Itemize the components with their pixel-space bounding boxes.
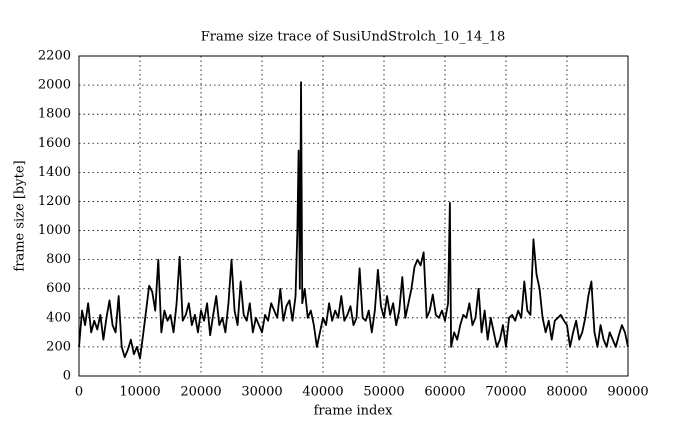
y-tick-label: 200 bbox=[46, 339, 71, 354]
y-tick-label: 0 bbox=[63, 369, 71, 384]
x-tick-label: 90000 bbox=[607, 385, 648, 400]
x-tick-label: 0 bbox=[75, 385, 83, 400]
y-tick-label: 1200 bbox=[38, 194, 71, 209]
y-tick-label: 2200 bbox=[38, 49, 71, 64]
x-tick-label: 40000 bbox=[302, 385, 343, 400]
x-tick-label: 50000 bbox=[363, 385, 404, 400]
x-tick-label: 80000 bbox=[546, 385, 587, 400]
plot-frame bbox=[78, 55, 629, 377]
x-tick-label: 30000 bbox=[241, 385, 282, 400]
y-axis-label: frame size [byte] bbox=[13, 160, 28, 271]
x-tick-label: 70000 bbox=[485, 385, 526, 400]
y-tick-label: 2000 bbox=[38, 78, 71, 93]
x-tick-label: 20000 bbox=[180, 385, 221, 400]
y-tick-label: 600 bbox=[46, 281, 71, 296]
y-tick-label: 1800 bbox=[38, 107, 71, 122]
x-axis-label: frame index bbox=[314, 404, 393, 419]
y-tick-label: 1000 bbox=[38, 223, 71, 238]
chart-title: Frame size trace of SusiUndStrolch_10_14… bbox=[201, 30, 506, 45]
y-tick-label: 400 bbox=[46, 310, 71, 325]
x-tick-label: 60000 bbox=[424, 385, 465, 400]
y-tick-label: 1400 bbox=[38, 165, 71, 180]
x-tick-label: 10000 bbox=[119, 385, 160, 400]
trace-line bbox=[78, 81, 629, 360]
y-tick-label: 1600 bbox=[38, 136, 71, 151]
y-tick-label: 800 bbox=[46, 252, 71, 267]
